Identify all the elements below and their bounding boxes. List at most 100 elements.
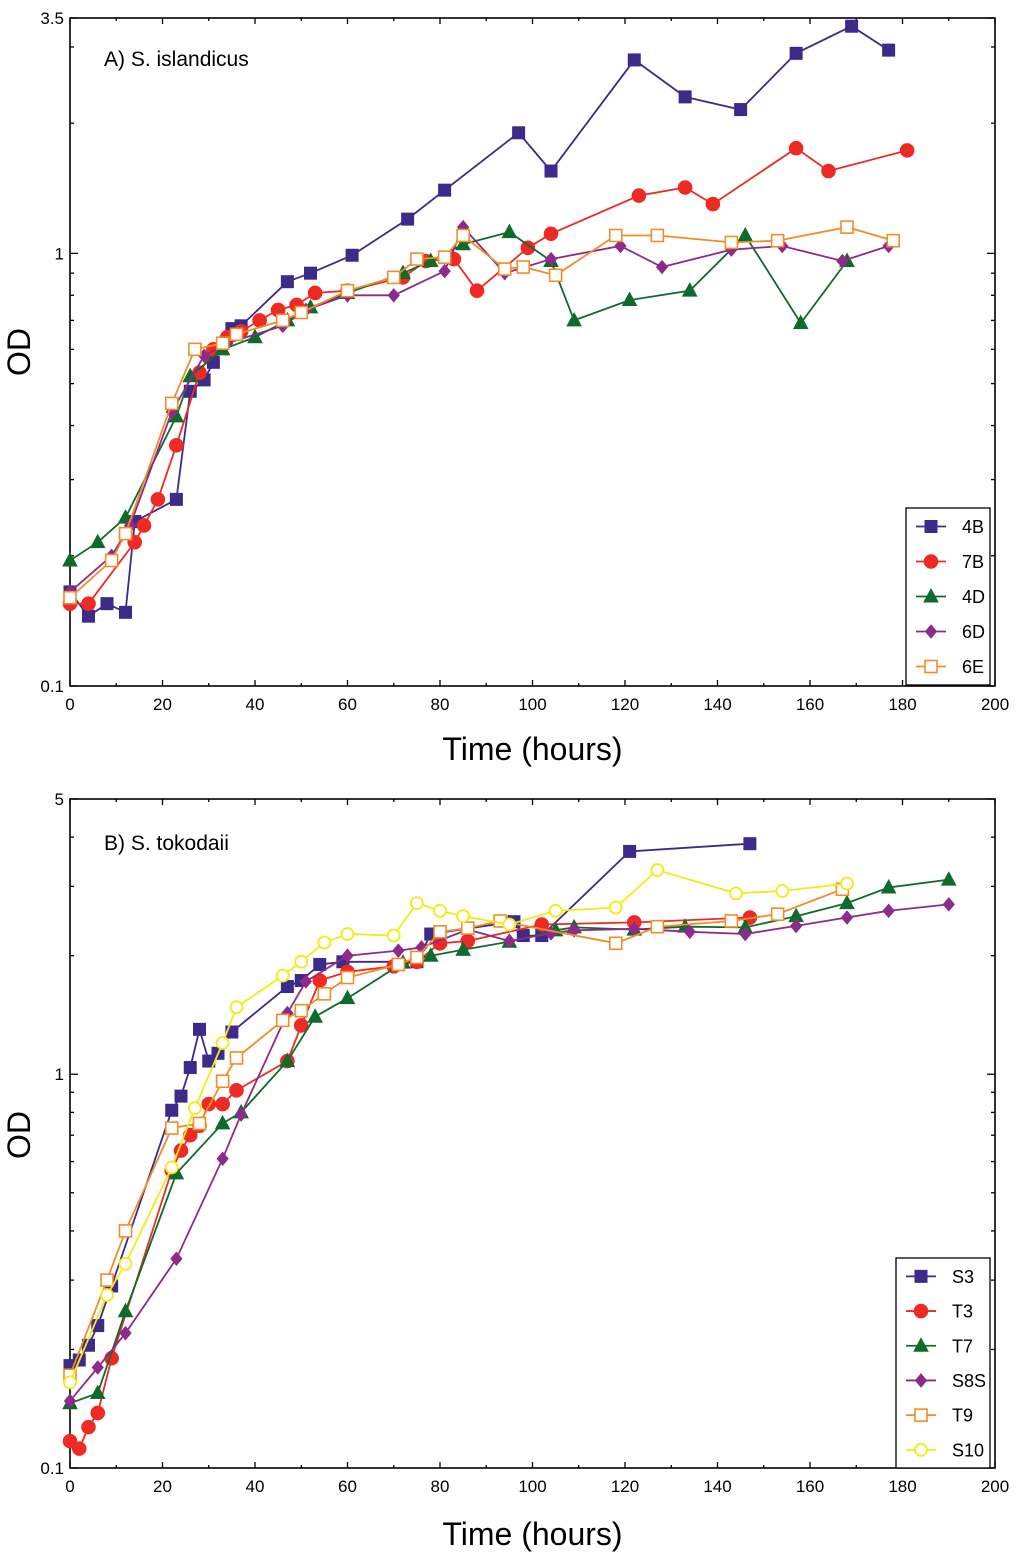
legend-label: T3 <box>952 1302 973 1322</box>
x-tick-label: 100 <box>518 695 546 714</box>
series-t7 <box>62 871 957 1410</box>
y-tick-label: 0.1 <box>40 1459 64 1478</box>
data-point-t7 <box>117 1302 134 1318</box>
data-point-6e <box>650 228 665 243</box>
data-point-s3 <box>165 1103 179 1117</box>
data-point-6e <box>456 228 470 243</box>
data-point-6e <box>340 283 355 298</box>
y-tick-label: 5 <box>55 790 64 809</box>
data-point-4d <box>621 291 638 307</box>
data-point-7b <box>705 196 721 212</box>
data-point-6e <box>229 327 244 342</box>
data-point-s10 <box>215 1036 230 1050</box>
data-point-s10 <box>294 954 309 969</box>
data-point-4b <box>119 605 132 619</box>
x-tick-label: 80 <box>431 1477 450 1496</box>
data-point-t7 <box>422 947 439 962</box>
x-tick-label: 0 <box>65 695 74 714</box>
data-point-s10 <box>63 1375 77 1390</box>
legend-item-s3: S3 <box>906 1267 974 1287</box>
legend-label: 4B <box>962 517 984 537</box>
data-point-t7 <box>339 989 356 1005</box>
data-point-s8s <box>942 897 955 912</box>
data-point-6e <box>275 313 290 328</box>
legend-label: T9 <box>952 1406 973 1426</box>
data-point-s10 <box>608 900 623 915</box>
data-point-6e <box>516 260 531 274</box>
data-point-s8s <box>341 948 354 963</box>
data-point-7b <box>150 492 166 507</box>
x-tick-label: 40 <box>246 695 265 714</box>
legend-label: T7 <box>952 1336 973 1356</box>
legend-item-4d: 4D <box>916 587 985 607</box>
data-point-t3 <box>215 1096 230 1112</box>
data-point-s8s <box>503 933 516 949</box>
data-point-6d <box>387 288 400 303</box>
data-point-s3 <box>183 1061 197 1075</box>
x-tick-label: 160 <box>796 695 824 714</box>
legend-marker <box>924 520 938 533</box>
data-point-6d <box>614 238 627 254</box>
data-point-4b <box>882 43 896 57</box>
data-point-6e <box>886 233 901 248</box>
data-point-s10 <box>187 1101 202 1116</box>
data-point-4d <box>89 533 106 549</box>
data-point-s10 <box>840 876 854 891</box>
data-point-4d <box>737 226 754 242</box>
data-point-t9 <box>724 914 739 928</box>
data-point-t7 <box>455 941 471 956</box>
data-point-4b <box>734 103 748 117</box>
data-point-s3 <box>193 1022 206 1036</box>
legend-item-6e: 6E <box>916 657 984 677</box>
data-point-t9 <box>410 950 424 965</box>
data-point-s10 <box>386 928 401 943</box>
data-point-s8s <box>119 1325 132 1341</box>
data-point-s3 <box>174 1089 188 1103</box>
x-tick-label: 140 <box>703 695 731 714</box>
data-point-6e <box>386 270 401 285</box>
data-point-4b <box>789 46 803 60</box>
data-point-s8s <box>234 1107 248 1122</box>
legend-item-s8s: S8S <box>906 1371 986 1391</box>
data-point-s8s <box>299 974 313 989</box>
x-tick-label: 120 <box>611 695 639 714</box>
data-point-t3 <box>71 1441 87 1456</box>
data-point-s10 <box>456 909 471 924</box>
data-point-6e <box>608 228 623 243</box>
data-point-s8s <box>739 926 752 942</box>
legend-label: S8S <box>952 1371 986 1391</box>
legend-item-s10: S10 <box>906 1440 984 1460</box>
data-point-s8s <box>91 1360 104 1375</box>
y-axis-title: OD <box>1 328 37 376</box>
data-point-t7 <box>839 894 855 910</box>
panel-title: B) S. tokodaii <box>104 832 229 855</box>
data-point-t9 <box>433 924 447 939</box>
legend-label: 6D <box>962 622 985 642</box>
data-point-4b <box>401 212 415 226</box>
series-line-s8s <box>69 903 949 1402</box>
legend-label: 6E <box>962 657 984 677</box>
legend-label: S10 <box>952 1440 984 1460</box>
x-tick-label: 180 <box>888 695 916 714</box>
data-point-s3 <box>623 844 637 858</box>
series-line-6d <box>69 225 889 593</box>
data-point-t9 <box>275 1013 290 1028</box>
legend-item-t7: T7 <box>906 1336 973 1356</box>
data-point-s10 <box>433 903 447 918</box>
legend-box <box>895 1257 991 1469</box>
data-point-4d <box>455 235 471 251</box>
data-point-4b <box>438 183 452 197</box>
data-point-s10 <box>275 968 290 983</box>
data-point-t9 <box>164 1121 179 1135</box>
legend-item-t3: T3 <box>906 1302 973 1322</box>
data-point-t7 <box>940 871 957 886</box>
data-point-t9 <box>192 1116 207 1131</box>
x-tick-label: 160 <box>796 1477 824 1496</box>
data-point-4d <box>566 311 582 327</box>
data-point-4b <box>627 53 641 67</box>
data-point-s10 <box>502 917 517 932</box>
data-point-7b <box>899 143 915 158</box>
data-point-6e <box>840 220 854 234</box>
data-point-7b <box>307 285 323 301</box>
